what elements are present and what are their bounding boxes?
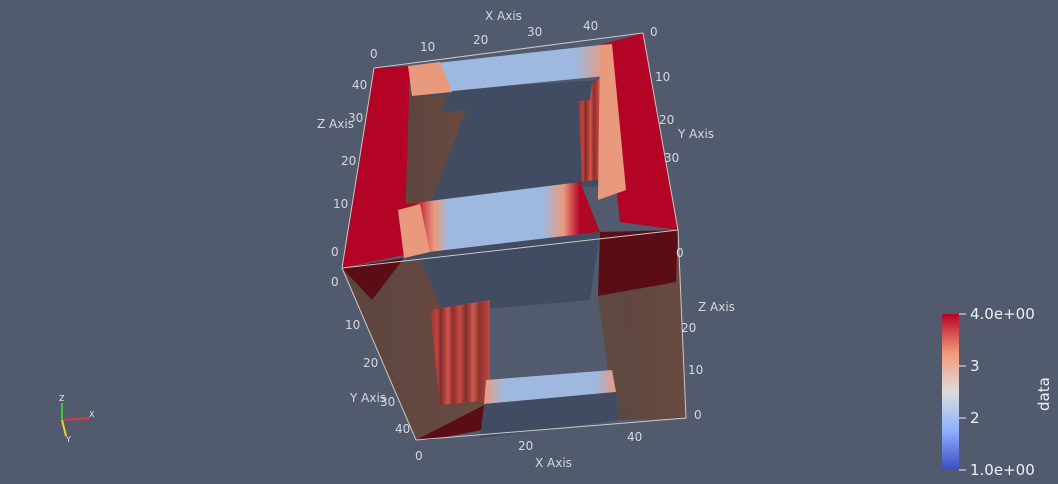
inner-left-wall-lower <box>430 300 490 405</box>
legend-title: data <box>1035 377 1053 411</box>
top-face-back-bar <box>410 45 605 95</box>
top-face-front-bar <box>398 182 600 255</box>
top-x-tick-30: 30 <box>527 25 542 39</box>
legend-tick-3-label: 3 <box>970 357 980 375</box>
bottom-bar-top <box>484 370 616 404</box>
right-y-axis-title: Y Axis <box>677 127 714 141</box>
edge-front-top <box>341 229 679 269</box>
right-z-tick-10: 10 <box>688 363 703 377</box>
right-y-tick-20: 20 <box>659 113 674 127</box>
left-z-tick-20: 20 <box>341 154 356 168</box>
top-face-left-bar <box>342 66 410 268</box>
top-right-bar-light <box>598 44 626 200</box>
triad-y-label: Y <box>65 435 71 444</box>
triad-z-label: Z <box>59 394 65 403</box>
left-y-tick-10: 10 <box>345 318 360 332</box>
left-z-axis-title: Z Axis <box>317 117 354 131</box>
top-x-tick-20: 20 <box>473 33 488 47</box>
top-left-bar-light <box>408 62 452 96</box>
front-left-leg-dark-top <box>342 258 404 300</box>
color-legend-bar <box>942 314 959 470</box>
top-front-bar-shade <box>404 232 600 314</box>
color-legend[interactable]: 4.0e+00 3 2 1.0e+00 data <box>942 305 1053 479</box>
left-z-tick-0: 0 <box>331 245 339 259</box>
front-left-leg-dark-bottom <box>416 404 486 440</box>
bottom-x-tick-40: 40 <box>627 430 642 444</box>
legend-min-label: 1.0e+00 <box>970 461 1035 479</box>
top-x-tick-10: 10 <box>420 40 435 54</box>
right-y-tick-10: 10 <box>655 70 670 84</box>
right-y-tick-30: 30 <box>664 151 679 165</box>
top-x-tick-0: 0 <box>370 47 378 61</box>
left-y-tick-40: 40 <box>395 422 410 436</box>
right-z-tick-20: 20 <box>681 321 696 335</box>
left-z-tick-30: 30 <box>348 111 363 125</box>
triad-x-label: X <box>89 410 95 419</box>
right-z-tick-0: 0 <box>694 408 702 422</box>
triad-y-axis <box>61 419 67 437</box>
inner-left-wall-upper <box>398 92 470 205</box>
bottom-x-tick-20: 20 <box>518 439 533 453</box>
left-z-tick-10: 10 <box>333 197 348 211</box>
left-y-axis-title: Y Axis <box>349 391 386 405</box>
left-y-tick-20: 20 <box>363 356 378 370</box>
legend-max-label: 4.0e+00 <box>970 305 1035 323</box>
front-right-leg-dark-top <box>598 230 678 296</box>
left-y-tick-30: 30 <box>380 395 395 409</box>
inner-right-wall-lower <box>598 292 630 410</box>
top-left-front-corner <box>398 204 430 258</box>
right-z-tick-0-top: 0 <box>676 246 684 260</box>
bottom-x-tick-0: 0 <box>415 449 423 463</box>
bottom-bar-front <box>480 392 620 438</box>
top-back-bar-shade <box>440 82 592 112</box>
axes-grid-labels: X Axis 0 10 20 30 40 0 10 20 Y Axis 30 4… <box>317 9 735 470</box>
top-x-tick-end: 0 <box>650 25 658 39</box>
legend-tick-2-label: 2 <box>970 409 980 427</box>
orientation-axes-widget: Z X Y <box>59 394 95 444</box>
right-z-axis-title: Z Axis <box>698 300 735 314</box>
left-y-tick-0: 0 <box>331 275 339 289</box>
top-x-axis-title: X Axis <box>485 9 522 23</box>
dataset-render <box>341 32 687 441</box>
triad-x-axis <box>61 417 91 421</box>
top-x-tick-40: 40 <box>583 19 598 33</box>
left-z-tick-40: 40 <box>352 78 367 92</box>
bottom-x-axis-title: X Axis <box>535 456 572 470</box>
